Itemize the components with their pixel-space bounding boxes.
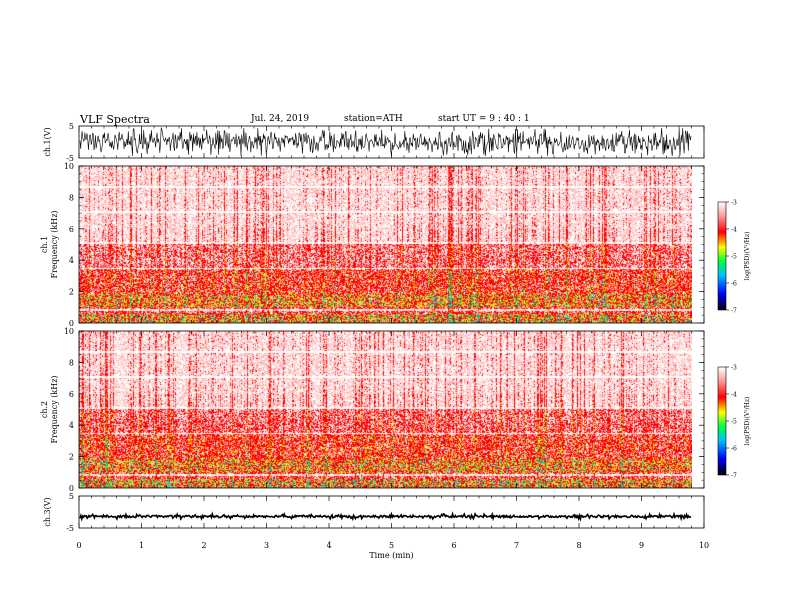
ch1-spectrogram-ytick-label: 0: [69, 319, 74, 328]
ch2-spectrogram-ytick-label: 10: [64, 327, 74, 336]
ch1-spectrogram-ytick-label: 2: [69, 288, 74, 297]
ch3-waveform-ytick-label: -5: [66, 524, 74, 533]
ch1-spectrogram-colorbar-tick-label: -6: [731, 281, 737, 288]
ch1-spectrogram-colorbar-tick-label: -4: [731, 227, 737, 234]
ch2-spectrogram-ytick-label: 4: [69, 421, 74, 430]
ch3-waveform-trace: [79, 511, 692, 523]
ch1-waveform-ytick-label: 5: [69, 122, 74, 131]
x-tick-label: 8: [576, 541, 581, 550]
x-tick-label: 9: [639, 541, 644, 550]
ch2-spectrogram: [79, 331, 692, 488]
ch1-spectrogram-ytick-label: 4: [69, 256, 74, 265]
ch2-spectrogram-colorbar-tick-label: -6: [731, 446, 737, 453]
ch1-waveform: [79, 126, 692, 157]
figure-title: VLF Spectra: [80, 113, 150, 126]
ch1-waveform-ytick-label: -5: [66, 154, 74, 163]
ch1-waveform-trace: [79, 126, 692, 157]
ch2-spectrogram-ytick-label: 8: [69, 358, 74, 367]
ch2-spectrogram-channel-label: ch.2: [40, 401, 49, 418]
x-tick-label: 7: [514, 541, 519, 550]
ch1-spectrogram-colorbar-tick-label: -5: [731, 254, 737, 261]
ch1-spectrogram: [79, 166, 692, 323]
x-tick-label: 6: [451, 541, 456, 550]
ch1-spectrogram-ytick-label: 6: [69, 225, 74, 234]
ch2-spectrogram-colorbar-tick-label: -3: [731, 365, 737, 372]
ch2-spectrogram-colorbar: [717, 366, 727, 476]
ch1-spectrogram-colorbar-label: log(PSD)(V²/Hz): [744, 232, 751, 281]
station-label: station=ATH: [344, 114, 403, 124]
ch1-spectrogram-colorbar-tick-label: -7: [731, 308, 737, 315]
ch1-spectrogram-ytick-label: 10: [64, 162, 74, 171]
ch2-spectrogram-ylabel: Frequency (kHz): [50, 375, 59, 443]
ch2-spectrogram-ytick-label: 2: [69, 453, 74, 462]
ch2-spectrogram-ytick-label: 0: [69, 484, 74, 493]
axes: [78, 125, 729, 529]
x-tick-label: 2: [201, 541, 206, 550]
x-tick-label: 1: [139, 541, 144, 550]
x-tick-label: 4: [326, 541, 331, 550]
spectrogram-image: [79, 166, 692, 323]
start-time-label: start UT = 9 : 40 : 1: [438, 114, 530, 124]
date-label: Jul. 24, 2019: [251, 114, 310, 124]
ch1-spectrogram-ytick-label: 8: [69, 193, 74, 202]
ch2-spectrogram-colorbar-label: log(PSD)(V²/Hz): [744, 397, 751, 446]
ch3-waveform-ytick-label: 5: [69, 492, 74, 501]
spectrogram-image: [79, 331, 692, 488]
x-axis-label: Time (min): [369, 551, 413, 560]
ch2-spectrogram-ytick-label: 6: [69, 390, 74, 399]
x-tick-label: 0: [76, 541, 81, 550]
x-tick-label: 5: [389, 541, 394, 550]
ch1-spectrogram-colorbar: [717, 201, 727, 311]
ch2-spectrogram-colorbar-tick-label: -4: [731, 392, 737, 399]
ch2-spectrogram-colorbar-tick-label: -7: [731, 473, 737, 480]
x-tick-label: 10: [699, 541, 709, 550]
x-tick-label: 3: [264, 541, 269, 550]
ch1-spectrogram-ylabel: Frequency (kHz): [50, 210, 59, 278]
ch1-waveform-ylabel: ch.1(V): [43, 127, 52, 156]
ch1-spectrogram-colorbar-tick-label: -3: [731, 200, 737, 207]
ch3-waveform: [79, 511, 692, 523]
ch3-waveform-ylabel: ch.3(V): [43, 497, 52, 526]
ch2-spectrogram-colorbar-tick-label: -5: [731, 419, 737, 426]
ch1-spectrogram-channel-label: ch.1: [40, 236, 49, 253]
